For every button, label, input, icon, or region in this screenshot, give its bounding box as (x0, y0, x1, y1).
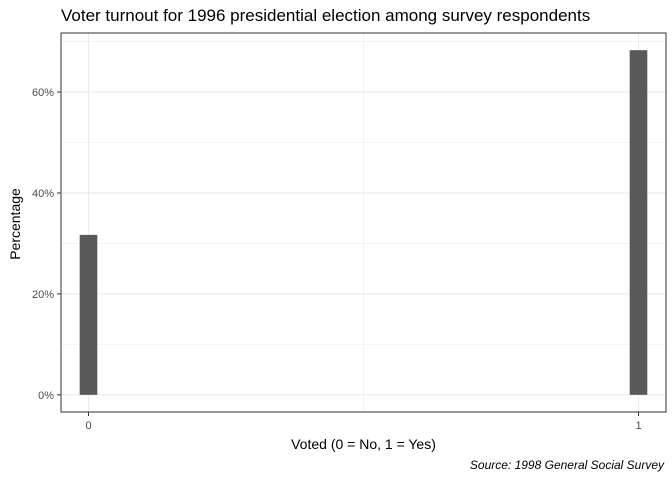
x-tick-label: 1 (635, 420, 641, 432)
grid-lines (61, 33, 666, 412)
x-axis-label: Voted (0 = No, 1 = Yes) (291, 436, 436, 452)
y-tick-label: 40% (32, 188, 54, 200)
y-tick-label: 60% (32, 87, 54, 99)
chart-title: Voter turnout for 1996 presidential elec… (61, 6, 591, 25)
y-tick-label: 20% (32, 289, 54, 301)
y-tick-label: 0% (38, 390, 54, 402)
y-axis-label: Percentage (7, 188, 23, 260)
chart-caption: Source: 1998 General Social Survey (469, 458, 664, 472)
bar-0 (79, 234, 98, 395)
panel-border (60, 32, 667, 413)
bar-1 (629, 50, 648, 395)
x-tick-label: 0 (85, 420, 91, 432)
y-axis-ticks: 0% 20% 40% 60% (32, 87, 61, 402)
bars (79, 50, 648, 395)
